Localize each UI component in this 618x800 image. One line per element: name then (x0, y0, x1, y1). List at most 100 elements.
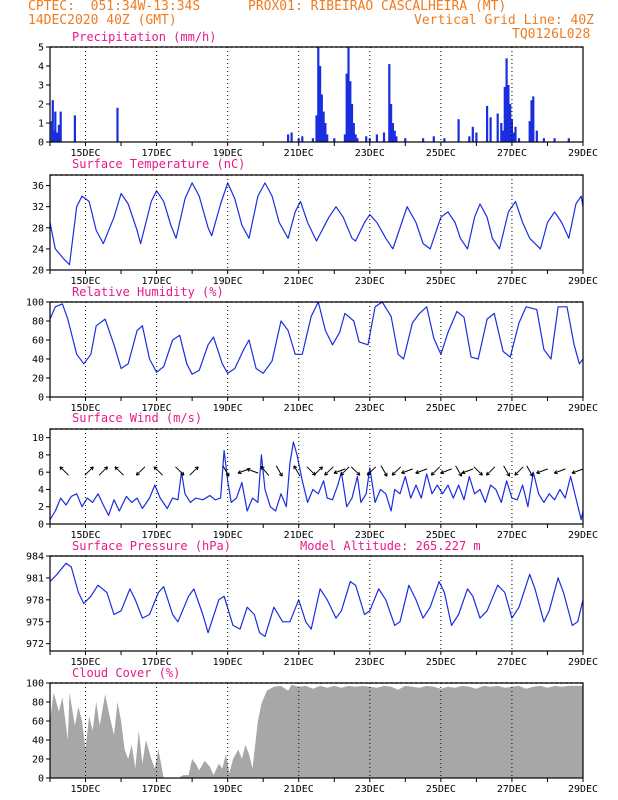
wind-line (49, 441, 584, 521)
cloud-cover-area (50, 684, 583, 778)
temperature-ytick-label: 20 (32, 266, 44, 277)
wind-ytick-label: 10 (32, 433, 44, 444)
precipitation-bar (471, 126, 474, 142)
temperature-ytick-label: 32 (32, 202, 44, 213)
precipitation-bar (368, 138, 371, 142)
wind-ytick-label: 8 (38, 450, 44, 461)
wind-arrow (306, 466, 316, 476)
humidity-xtick-label: 21DEC (284, 403, 314, 414)
wind-xtick-label: 19DEC (213, 530, 243, 541)
precipitation-bar (290, 132, 293, 142)
precipitation-xtick-label: 15DEC (70, 148, 100, 159)
precipitation-bar (390, 104, 393, 142)
humidity-xtick-label: 23DEC (355, 403, 385, 414)
precipitation-bar (505, 58, 508, 142)
temperature-xtick-label: 25DEC (426, 276, 456, 287)
temperature-xtick-label: 27DEC (497, 276, 527, 287)
wind-arrow (455, 465, 463, 477)
precipitation-bar (517, 138, 521, 142)
wind-arrow (175, 466, 185, 476)
precipitation-bar (352, 123, 355, 142)
cloud-cover-ytick-label: 60 (32, 717, 44, 728)
wind-arrow (461, 468, 474, 475)
cloud-cover-xtick-label: 17DEC (142, 784, 172, 795)
precipitation-bar (324, 123, 327, 142)
precipitation-xtick-label: 21DEC (284, 148, 314, 159)
pressure-title: Surface Pressure (hPa) (72, 539, 231, 553)
precipitation-bar (468, 136, 471, 142)
wind-arrow (275, 465, 283, 477)
precipitation-bar (507, 85, 510, 142)
humidity-ytick-label: 20 (32, 374, 44, 385)
wind-arrow (114, 466, 124, 476)
precipitation-bar (501, 130, 505, 142)
cloud-cover-ytick-label: 0 (38, 774, 44, 785)
temperature-line (49, 182, 584, 266)
precipitation-bar (528, 121, 531, 142)
precipitation-xtick-label: 19DEC (213, 148, 243, 159)
precipitation-bar (443, 138, 446, 142)
precipitation-ytick-label: 5 (38, 43, 44, 54)
precipitation-bar (59, 111, 62, 142)
pressure-xtick-label: 23DEC (355, 657, 385, 668)
cloud-cover-xtick-label: 29DEC (568, 784, 598, 795)
precipitation-bar (535, 130, 538, 142)
humidity-ytick-label: 100 (26, 298, 44, 309)
wind-arrow (98, 466, 108, 476)
precipitation-bar (530, 100, 533, 142)
wind-arrow (84, 466, 94, 476)
temperature-title: Surface Temperature (nC) (72, 157, 245, 171)
wind-arrow (135, 466, 146, 476)
pressure-xtick-label: 17DEC (142, 657, 172, 668)
precipitation-bar (57, 124, 60, 142)
pressure-xtick-label: 19DEC (213, 657, 243, 668)
pressure-ytick-label: 975 (26, 617, 44, 628)
wind-arrow (536, 468, 548, 475)
temperature-xtick-label: 21DEC (284, 276, 314, 287)
wind-arrow (430, 466, 441, 476)
cloud-cover-ytick-label: 80 (32, 698, 44, 709)
precipitation-bar (343, 134, 346, 142)
cloud-cover-title: Cloud Cover (%) (72, 666, 180, 680)
wind-arrows (59, 465, 584, 477)
temperature-xtick-label: 23DEC (355, 276, 385, 287)
precipitation-bar (356, 138, 359, 142)
header-grid-note: Vertical Grid Line: 40Z (414, 13, 595, 28)
precipitation-bar (73, 115, 76, 142)
precipitation-xtick-label: 23DEC (355, 148, 385, 159)
temperature-xtick-label: 29DEC (568, 276, 598, 287)
pressure-xtick-label: 15DEC (70, 657, 100, 668)
precipitation-bar (503, 86, 506, 142)
wind-xtick-label: 23DEC (355, 530, 385, 541)
cloud-cover-xtick-label: 23DEC (355, 784, 385, 795)
pressure-ytick-label: 978 (26, 595, 44, 606)
cloud-cover-xtick-label: 21DEC (284, 784, 314, 795)
precipitation-bar (500, 123, 503, 142)
precipitation-bar (514, 126, 517, 142)
header-model: TQ0126L028 (512, 27, 591, 42)
wind-xtick-label: 25DEC (426, 530, 456, 541)
precipitation-bar (317, 47, 320, 142)
temperature-xtick-label: 17DEC (142, 276, 172, 287)
humidity-ytick-label: 80 (32, 317, 44, 328)
cloud-cover-xtick-label: 27DEC (497, 784, 527, 795)
precipitation-bar (489, 117, 492, 142)
cloud-cover-xtick-label: 19DEC (213, 784, 243, 795)
humidity-ytick-label: 40 (32, 355, 44, 366)
precipitation-bar (567, 138, 570, 142)
precipitation-bar (56, 132, 59, 142)
wind-arrow (526, 465, 534, 477)
pressure-annotation: Model Altitude: 265.227 m (300, 539, 481, 553)
humidity-ytick-label: 0 (38, 393, 44, 404)
precipitation-bars (50, 47, 570, 142)
header-location: CPTEC: 051:34W-13:34S (28, 0, 201, 14)
header-station: PROX01: RIBEIRAO CASCALHEIRA (MT) (248, 0, 507, 14)
precipitation-bar (354, 134, 357, 142)
wind-arrow (153, 466, 163, 476)
precipitation-bar (393, 130, 396, 142)
pressure-xtick-label: 27DEC (497, 657, 527, 668)
wind-xtick-label: 15DEC (70, 530, 100, 541)
wind-xtick-label: 27DEC (497, 530, 527, 541)
